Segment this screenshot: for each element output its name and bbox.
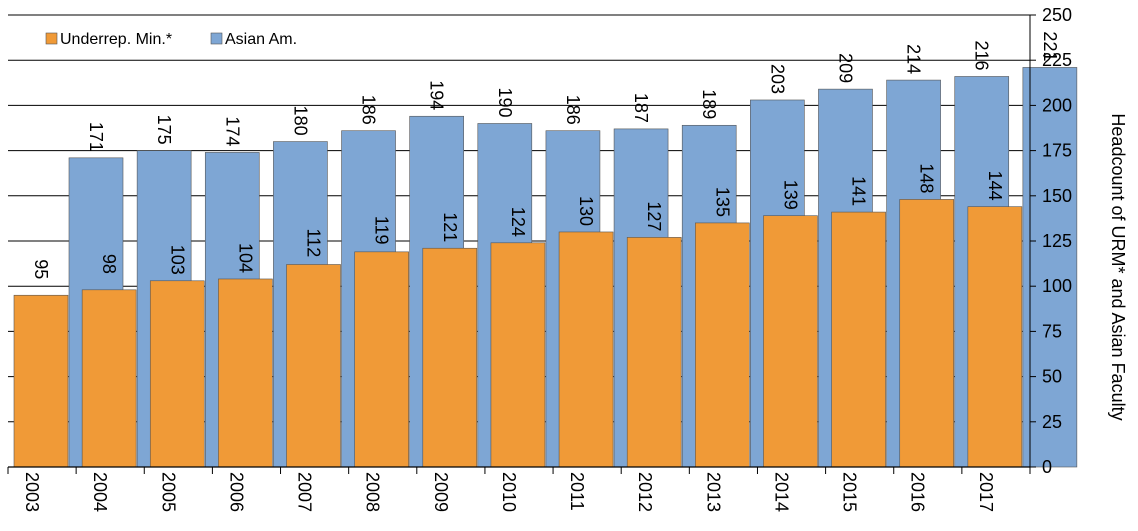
legend-swatch-urm [45,32,58,45]
data-label-asian: 186 [563,95,583,125]
data-label-asian: 189 [699,89,719,119]
data-label-urm: 124 [508,207,528,237]
data-labels: 95 171 98 175 103 174 104 180 112 186 119 194 121 190… [31,31,1060,279]
bar-asian [1022,67,1078,468]
data-label-urm: 103 [167,245,187,275]
data-label-urm: 141 [849,176,869,206]
data-label-urm: 130 [576,196,596,226]
bar-urm [149,280,205,468]
data-label-urm: 144 [985,171,1005,201]
bar-urm [354,251,409,468]
bar-urm [490,242,546,468]
data-label-urm: 98 [99,254,119,274]
data-label-asian: 209 [835,53,855,83]
data-label-asian: 186 [359,95,379,125]
x-tick-label: 2005 [158,472,178,512]
data-label-urm: 119 [372,216,392,245]
y-tick-label: 175 [1042,141,1072,161]
data-label-asian: 174 [222,116,242,146]
x-tick-label: 2007 [295,472,315,512]
x-tick-label: 2010 [499,472,519,512]
x-tick-label: 2004 [90,472,110,512]
data-label-urm: 127 [644,201,664,231]
bar-urm [81,289,137,468]
data-label-asian: 214 [904,44,924,74]
data-label-urm: 121 [440,212,460,242]
x-tick-label: 2014 [771,472,791,512]
data-label-urm: 104 [235,243,255,273]
y-tick-label: 225 [1042,50,1072,70]
x-tick-label: 2013 [703,472,723,512]
legend-label-urm: Underrep. Min.* [60,31,172,48]
data-label-asian: 203 [767,64,787,94]
bar-urm [899,199,955,468]
data-label-urm: 139 [780,180,800,210]
x-tick-label: 2015 [840,472,860,512]
x-tick-label: 2009 [431,472,451,512]
bar-urm [13,294,69,468]
data-label-asian: 194 [427,80,447,110]
y-tick-label: 200 [1042,95,1072,115]
data-label-urm: 95 [31,259,51,279]
bar-urm [422,247,478,468]
data-label-urm: 112 [304,229,324,258]
data-label-asian: 180 [290,106,310,136]
data-label-asian: 187 [631,93,651,123]
y-tick-label: 100 [1042,276,1072,296]
data-label-asian: 221 [1040,31,1060,61]
bar-urm [763,215,818,468]
data-label-asian: 175 [154,115,174,145]
y-axis-title: Headcount of URM* and Asian Faculty [1108,113,1128,420]
data-label-asian: 171 [86,122,106,152]
bar-urm [831,211,886,468]
y-tick-label: 0 [1042,457,1052,477]
x-tick-label: 2016 [908,472,928,512]
legend-swatch-asian [210,32,223,45]
x-tick-label: 2012 [635,472,655,512]
y-tick-label: 50 [1042,367,1062,387]
bar-urm [558,231,614,468]
x-tick-label: 2008 [363,472,383,512]
x-tick-label: 2003 [22,472,42,512]
bar-urm [218,278,273,468]
data-label-urm: 135 [712,187,732,217]
legend-label-asian: Asian Am. [225,31,297,48]
y-tick-label: 75 [1042,321,1062,341]
x-tick-label: 2011 [567,472,587,511]
bar-urm [286,264,341,468]
data-label-urm: 148 [917,163,937,193]
y-tick-label: 150 [1042,186,1072,206]
legend: Underrep. Min.* Asian Am. [10,22,346,56]
axes: 0 25 50 75 100 125 150 175 200 225 250 2003 2004 2005… [7,5,1072,512]
y-tick-label: 25 [1042,412,1062,432]
y-tick-label: 250 [1042,5,1072,25]
bar-urm [967,206,1023,468]
bar-urm [695,222,750,468]
x-tick-label: 2017 [976,472,996,512]
y-tick-label: 125 [1042,231,1072,251]
bar-urm [626,237,682,468]
bars [13,67,1078,468]
x-tick-label: 2006 [226,472,246,512]
data-label-asian: 216 [972,40,992,70]
data-label-asian: 190 [495,87,515,117]
